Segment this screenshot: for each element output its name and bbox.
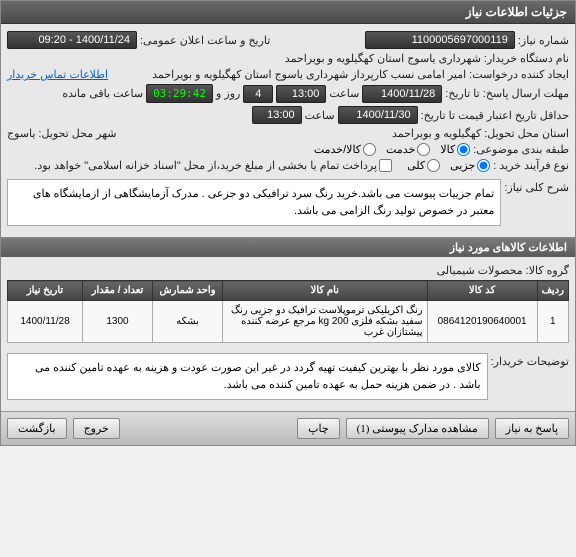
category-radio-group: کالا خدمت کالا/خدمت — [314, 143, 470, 156]
payment-checkbox[interactable] — [379, 159, 392, 172]
purchase-type-radio-group: جزیی کلی — [407, 159, 490, 172]
cell-date: 1400/11/28 — [8, 301, 83, 343]
radio-goods-input[interactable] — [457, 143, 470, 156]
button-bar: پاسخ به نیاز مشاهده مدارک پیوستی (1) چاپ… — [1, 411, 575, 445]
province-label: استان محل تحویل: — [484, 127, 569, 140]
table-header-row: ردیف کد کالا نام کالا واحد شمارش تعداد /… — [8, 281, 569, 301]
goods-section-title: اطلاعات کالاهای مورد نیاز — [450, 242, 567, 254]
time-label-1: ساعت — [329, 87, 359, 100]
countdown-timer: 03:29:42 — [146, 84, 213, 103]
validity-date: 1400/11/30 — [338, 106, 418, 124]
city-label: شهر محل تحویل: — [38, 127, 116, 140]
radio-partial[interactable]: جزیی — [450, 159, 490, 172]
buyer-org-value: شهرداری یاسوج استان کهگیلویه و بویراحمد — [285, 52, 481, 65]
contact-link[interactable]: اطلاعات تماس خریدار — [7, 68, 108, 81]
back-button[interactable]: بازگشت — [7, 418, 67, 439]
radio-full[interactable]: کلی — [407, 159, 440, 172]
payment-note: پرداخت تمام یا بخشی از مبلغ خرید،از محل … — [34, 159, 377, 172]
request-number-value: 1100005697000119 — [365, 31, 515, 49]
th-date: تاریخ نیاز — [8, 281, 83, 301]
validity-label: حداقل تاریخ اعتبار قیمت تا تاریخ: — [421, 109, 569, 122]
th-name: نام کالا — [223, 281, 428, 301]
th-unit: واحد شمارش — [153, 281, 223, 301]
payment-checkbox-item[interactable]: پرداخت تمام یا بخشی از مبلغ خرید،از محل … — [34, 159, 392, 172]
th-qty: تعداد / مقدار — [83, 281, 153, 301]
main-header: جزئیات اطلاعات نیاز — [1, 1, 575, 24]
deadline-date: 1400/11/28 — [362, 85, 442, 103]
form-area: شماره نیاز: 1100005697000119 تاریخ و ساع… — [1, 24, 575, 237]
buyer-org-label: نام دستگاه خریدار: — [484, 52, 569, 65]
city-value: یاسوج — [7, 127, 35, 140]
buyer-notes-label: توضیحات خریدار: — [491, 349, 569, 368]
deadline-time: 13:00 — [276, 85, 326, 103]
requester-label: ایجاد کننده درخواست: — [469, 68, 569, 81]
radio-partial-input[interactable] — [477, 159, 490, 172]
desc-label: شرح کلی نیاز: — [504, 175, 569, 194]
remaining-label: ساعت باقی مانده — [62, 87, 143, 100]
days-label: روز و — [216, 87, 240, 100]
reply-button[interactable]: پاسخ به نیاز — [495, 418, 569, 439]
request-number-label: شماره نیاز: — [518, 34, 569, 47]
validity-time: 13:00 — [252, 106, 302, 124]
announce-value: 1400/11/24 - 09:20 — [7, 31, 137, 49]
goods-table: ردیف کد کالا نام کالا واحد شمارش تعداد /… — [7, 280, 569, 343]
cell-unit: بشکه — [153, 301, 223, 343]
cell-code: 0864120190640001 — [427, 301, 537, 343]
table-row[interactable]: 1 0864120190640001 رنگ اکریلیکی ترموپلاس… — [8, 301, 569, 343]
goods-section-header: اطلاعات کالاهای مورد نیاز — [1, 237, 575, 257]
category-label: طبقه بندی موضوعی: — [473, 143, 569, 156]
print-button[interactable]: چاپ — [297, 418, 340, 439]
th-index: ردیف — [537, 281, 568, 301]
th-code: کد کالا — [427, 281, 537, 301]
radio-goods[interactable]: کالا — [440, 143, 470, 156]
desc-text: تمام جزییات پیوست می باشد.خرید رنگ سرد ت… — [7, 179, 501, 226]
buyer-notes-text: کالای مورد نظر با بهترین کیفیت تهیه گردد… — [7, 353, 488, 400]
announce-label: تاریخ و ساعت اعلان عمومی: — [140, 34, 270, 47]
province-value: کهگیلویه و بویراحمد — [361, 127, 481, 140]
radio-full-input[interactable] — [427, 159, 440, 172]
exit-button[interactable]: خروج — [73, 418, 120, 439]
cell-index: 1 — [537, 301, 568, 343]
requester-value: امیر امامی نسب کارپرداز شهرداری یاسوج اس… — [117, 68, 466, 81]
radio-service-input[interactable] — [417, 143, 430, 156]
time-label-2: ساعت — [305, 109, 335, 122]
goods-area: گروه کالا: محصولات شیمیالی ردیف کد کالا … — [1, 257, 575, 411]
days-value: 4 — [243, 85, 273, 103]
deadline-label: مهلت ارسال پاسخ: تا تاریخ: — [445, 87, 569, 100]
radio-both-input[interactable] — [363, 143, 376, 156]
radio-service[interactable]: خدمت — [386, 143, 430, 156]
purchase-type-label: نوع فرآیند خرید : — [493, 159, 569, 172]
cell-name: رنگ اکریلیکی ترموپلاست ترافیک دو جزیی رن… — [223, 301, 428, 343]
group-value: محصولات شیمیالی — [437, 264, 523, 277]
group-label: گروه کالا: — [526, 264, 569, 277]
radio-both[interactable]: کالا/خدمت — [314, 143, 376, 156]
attachments-button[interactable]: مشاهده مدارک پیوستی (1) — [346, 418, 489, 439]
header-title: جزئیات اطلاعات نیاز — [466, 5, 567, 19]
cell-qty: 1300 — [83, 301, 153, 343]
